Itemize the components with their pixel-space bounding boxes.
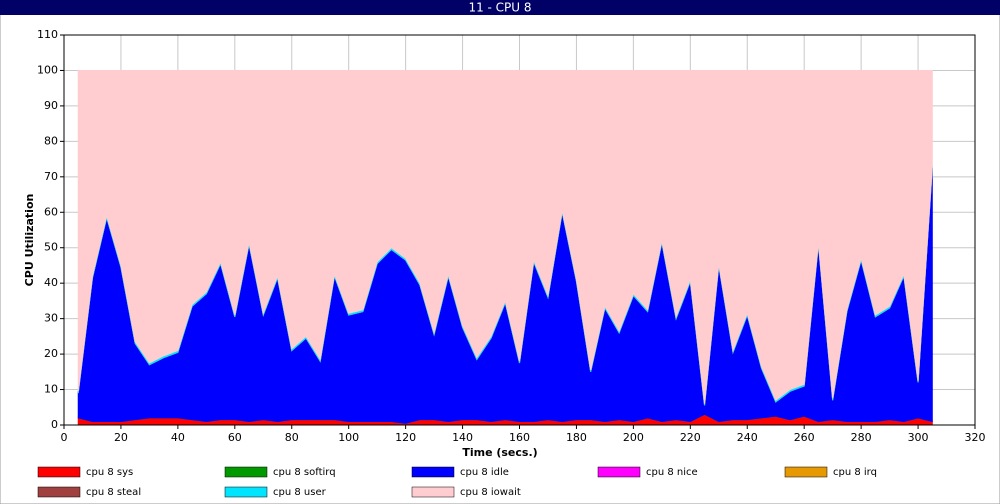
y-axis-label: CPU Utilization <box>23 194 36 287</box>
legend-swatch <box>411 466 455 478</box>
y-tick-label: 70 <box>44 170 58 183</box>
x-tick-label: 160 <box>509 431 530 444</box>
legend-label: cpu 8 steal <box>86 487 141 498</box>
legend-swatch <box>37 486 81 498</box>
x-tick-label: 320 <box>965 431 986 444</box>
legend-swatch <box>224 486 268 498</box>
x-tick-label: 20 <box>114 431 128 444</box>
x-tick-label: 100 <box>338 431 359 444</box>
x-tick-label: 280 <box>851 431 872 444</box>
x-tick-label: 0 <box>61 431 68 444</box>
legend-swatch <box>411 486 455 498</box>
x-tick-label: 80 <box>285 431 299 444</box>
y-tick-label: 10 <box>44 383 58 396</box>
legend-label: cpu 8 idle <box>460 467 509 478</box>
legend-label: cpu 8 softirq <box>273 467 336 478</box>
legend-label: cpu 8 sys <box>86 467 133 478</box>
legend-label: cpu 8 user <box>273 487 327 498</box>
x-tick-label: 300 <box>908 431 929 444</box>
y-tick-label: 90 <box>44 99 58 112</box>
x-tick-label: 40 <box>171 431 185 444</box>
y-tick-label: 100 <box>37 63 58 76</box>
x-tick-label: 220 <box>680 431 701 444</box>
legend-swatch <box>37 466 81 478</box>
area <box>77 69 933 404</box>
chart-title: 11 - CPU 8 <box>468 1 531 15</box>
x-tick-label: 120 <box>395 431 416 444</box>
legend-swatch <box>784 466 828 478</box>
y-tick-label: 60 <box>44 205 58 218</box>
x-tick-label: 200 <box>623 431 644 444</box>
x-axis-label: Time (secs.) <box>462 446 537 459</box>
legend-label: cpu 8 iowait <box>460 487 521 498</box>
y-tick-label: 0 <box>51 418 58 431</box>
y-tick-label: 30 <box>44 312 58 325</box>
x-tick-label: 140 <box>452 431 473 444</box>
x-tick-label: 60 <box>228 431 242 444</box>
y-tick-label: 40 <box>44 276 58 289</box>
x-tick-label: 240 <box>737 431 758 444</box>
y-tick-label: 110 <box>37 28 58 41</box>
legend-swatch <box>597 466 641 478</box>
legend-label: cpu 8 irq <box>833 467 877 478</box>
title-bar <box>0 0 1000 15</box>
plot-border <box>63 34 976 426</box>
y-tick-label: 20 <box>44 347 58 360</box>
legend-swatch <box>224 466 268 478</box>
y-tick-label: 80 <box>44 134 58 147</box>
x-tick-label: 180 <box>566 431 587 444</box>
x-tick-label: 260 <box>794 431 815 444</box>
y-tick-label: 50 <box>44 241 58 254</box>
legend-label: cpu 8 nice <box>646 467 698 478</box>
